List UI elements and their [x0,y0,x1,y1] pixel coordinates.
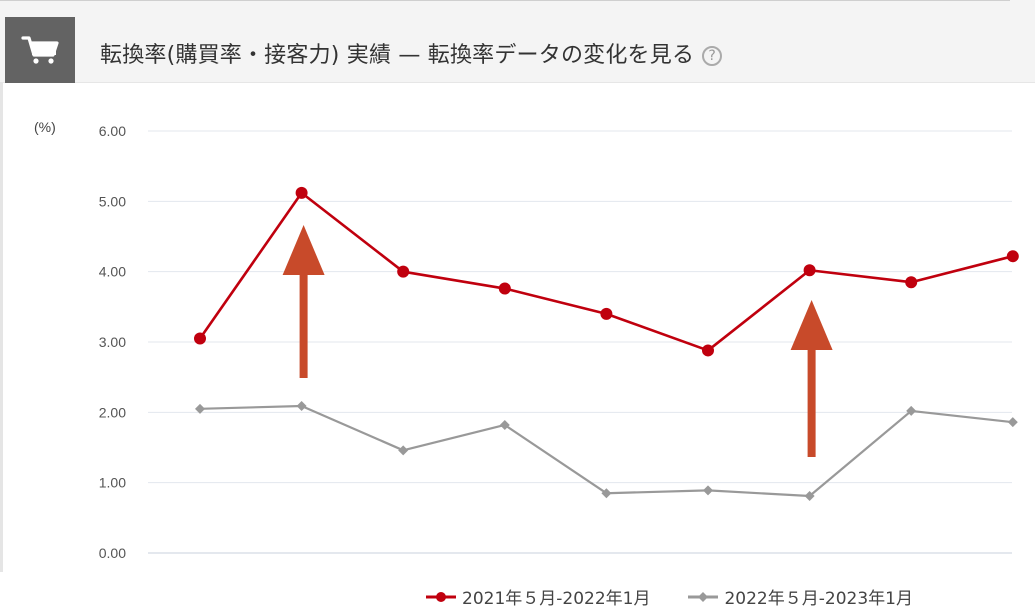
y-tick-label: 5.00 [99,193,126,209]
y-tick-label: 1.00 [99,475,126,491]
chart-header: 転換率(購買率・接客力) 実績 — 転換率データの変化を見る? [0,0,1035,83]
chart-legend: 2021年５月-2022年1月 2022年５月-2023年1月 [426,584,951,609]
data-point-series-1[interactable] [600,307,613,320]
annotation-arrow-up [282,225,325,378]
y-tick-label: 0.00 [99,545,126,561]
data-point-series-2[interactable] [601,488,612,499]
chart-title-text: 転換率(購買率・接客力) 実績 — 転換率データの変化を見る [100,43,695,68]
data-point-series-1[interactable] [905,276,918,289]
legend-swatch-gray-diamond [688,591,719,602]
data-point-series-1[interactable] [803,264,816,277]
y-tick-label: 4.00 [99,264,126,280]
chart-series [194,186,1019,502]
chart-grid [148,130,1012,554]
data-point-series-1[interactable] [397,265,410,278]
data-point-series-2[interactable] [703,485,713,496]
legend-label-series-2: 2022年５月-2023年1月 [724,589,913,609]
y-axis-label: (%) [34,119,56,135]
data-point-series-1[interactable] [702,344,714,357]
data-point-series-2[interactable] [804,491,815,502]
header-top-border [0,0,1010,7]
data-point-series-2[interactable] [195,403,205,414]
y-tick-label: 3.00 [99,334,126,350]
help-icon[interactable]: ? [702,46,723,66]
chart-title: 転換率(購買率・接客力) 実績 — 転換率データの変化を見る? [100,37,723,69]
data-point-series-2[interactable] [296,401,307,412]
legend-label-series-1: 2021年５月-2022年1月 [462,589,651,609]
legend-item-series-1[interactable]: 2021年５月-2022年1月 [426,584,650,609]
cart-icon [5,17,75,83]
data-point-series-1[interactable] [194,332,206,345]
panel-left-border [0,82,3,572]
data-point-series-1[interactable] [498,282,511,295]
data-point-series-2[interactable] [398,445,409,456]
y-tick-labels: 0.00 1.00 2.00 3.00 4.00 5.00 6.00 [99,123,126,561]
legend-item-series-2[interactable]: 2022年５月-2023年1月 [688,584,913,609]
data-point-series-2[interactable] [1007,417,1018,428]
legend-swatch-red-circle [426,591,456,602]
data-point-series-1[interactable] [1006,250,1019,263]
data-point-series-2[interactable] [499,419,510,430]
chart-annotations [282,225,833,457]
data-point-series-1[interactable] [295,186,308,199]
data-point-series-2[interactable] [906,405,917,416]
annotation-arrow-up [790,300,833,457]
y-tick-label: 2.00 [99,404,126,420]
y-tick-label: 6.00 [99,123,126,139]
